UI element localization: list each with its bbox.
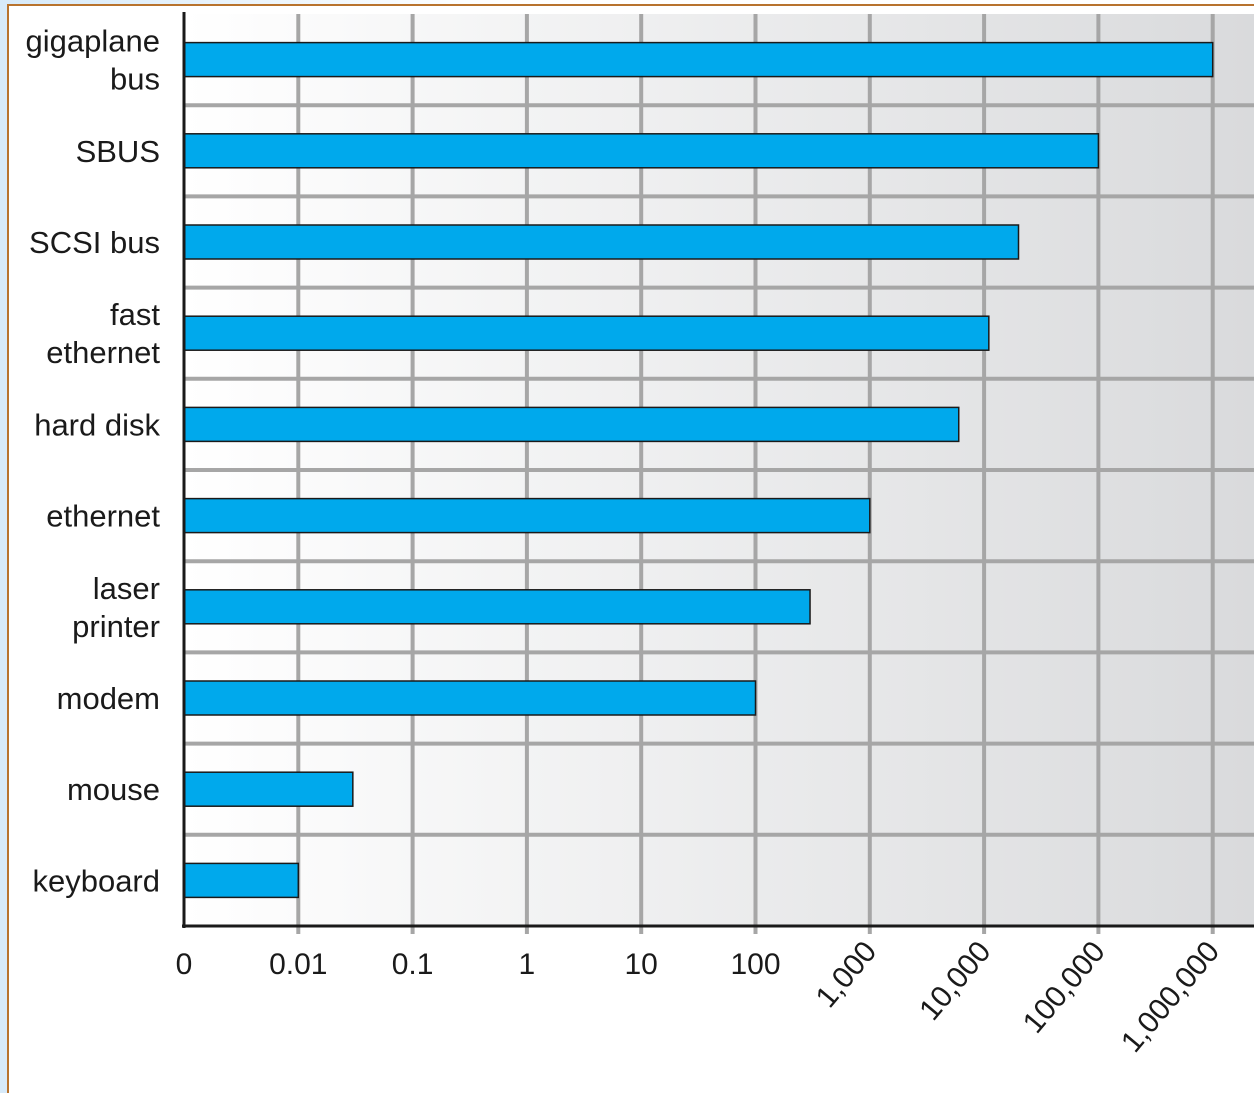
x-tick-label: 0.1 (392, 948, 434, 981)
bar (183, 133, 1100, 169)
x-tick-labels: 0 0.01 0.1 1 10 100 1,000 10,000 100,000 1,000,00… (176, 935, 1226, 1058)
bar (183, 771, 354, 807)
bar (183, 589, 811, 625)
category-label: fast (110, 297, 160, 332)
category-label: SBUS (76, 134, 160, 169)
bar (183, 406, 960, 443)
bar (183, 224, 1020, 260)
x-tick-label: 0.01 (269, 948, 327, 981)
category-label: ethernet (46, 335, 160, 370)
x-tick-label: 0 (176, 948, 193, 981)
category-label: gigaplane (26, 24, 160, 59)
category-label: modem (57, 681, 160, 716)
category-label: hard disk (34, 407, 160, 442)
x-tick-label: 100,000 (1017, 935, 1112, 1039)
bar (183, 862, 300, 899)
x-tick-label: 1 (519, 948, 536, 981)
bars (183, 41, 1214, 899)
category-label: SCSI bus (29, 225, 160, 260)
x-tick-label: 100 (730, 948, 780, 981)
x-tick-label: 10 (625, 948, 658, 981)
category-label: ethernet (46, 499, 160, 534)
x-tick-label: 1,000,000 (1115, 935, 1226, 1058)
axes (182, 12, 1254, 928)
category-label: bus (110, 62, 160, 97)
bar (183, 41, 1214, 78)
category-label: printer (72, 609, 160, 644)
category-label: mouse (67, 772, 160, 807)
bar (183, 315, 990, 351)
category-label: keyboard (32, 863, 160, 898)
bar (183, 680, 757, 716)
bar (183, 497, 871, 534)
category-label: laser (93, 571, 160, 606)
x-tick-label: 1,000 (810, 935, 884, 1014)
x-tick-label: 10,000 (913, 935, 997, 1027)
